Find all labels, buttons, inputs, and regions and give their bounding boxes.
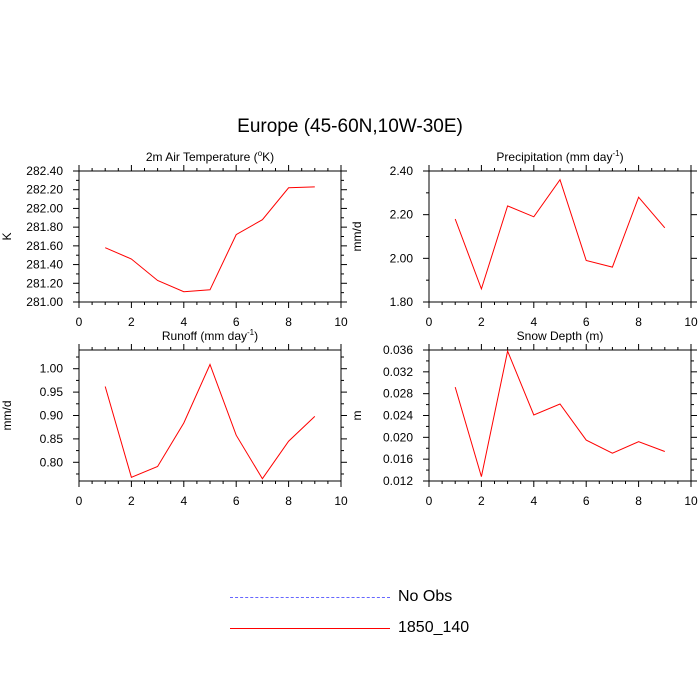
x-tick-label: 2: [478, 315, 485, 329]
y-axis-label: mm/d: [0, 401, 14, 431]
x-tick-label: 8: [635, 315, 642, 329]
x-tick-label: 0: [426, 494, 433, 508]
panel-title-superscript: o: [258, 149, 263, 158]
x-tick-label: 10: [684, 315, 698, 329]
chart-panel-precipitation: 0 2 4 6 8 10 1.80 2.00 2.20 2.40 Precipitation (mm…: [350, 149, 698, 329]
panel-title: Precipitation (mm day-1): [496, 149, 623, 164]
x-tick-label: 8: [285, 315, 292, 329]
x-tick-label: 8: [635, 494, 642, 508]
legend-label-no-obs: No Obs: [398, 588, 453, 605]
y-tick-label: 0.024: [383, 409, 413, 423]
x-tick-label: 0: [76, 494, 83, 508]
chart-panel-runoff: 0 2 4 6 8 10 0.80 0.85 0.90 0.95 1.00 Runoff (mm da…: [0, 328, 348, 508]
y-tick-label: 282.40: [26, 164, 63, 178]
legend-line-1850-140: [230, 628, 390, 629]
y-tick-label: 281.20: [26, 276, 63, 290]
x-tick-label: 2: [128, 315, 135, 329]
x-tick-label: 0: [426, 315, 433, 329]
panel-title-superscript: -1: [612, 149, 620, 158]
y-tick-label: 2.40: [390, 164, 414, 178]
plot-frame: [78, 349, 342, 482]
panel-title: Runoff (mm day-1): [162, 328, 258, 343]
legend-label-1850-140: 1850_140: [398, 619, 470, 636]
y-tick-label: 0.032: [383, 365, 413, 379]
x-tick-label: 6: [583, 315, 590, 329]
x-tick-label: 2: [478, 494, 485, 508]
y-tick-label: 1.80: [390, 295, 414, 309]
y-tick-label: 0.90: [40, 409, 64, 423]
x-tick-label: 4: [530, 315, 537, 329]
y-axis-label: m: [350, 411, 364, 421]
panel-title-tail: K): [262, 150, 274, 164]
y-tick-label: 281.60: [26, 239, 63, 253]
y-tick-label: 1.00: [40, 362, 64, 376]
legend-line-no-obs: [230, 597, 390, 598]
y-tick-label: 0.036: [383, 343, 413, 357]
plot-frame: [428, 170, 692, 303]
chart-panel-air-temperature: 0 2 4 6 8 10 281.00 281.20 281.40 281.60 281.80 282…: [0, 149, 348, 329]
panel-title-text: Runoff (mm day: [162, 329, 247, 343]
y-axis-label: mm/d: [350, 222, 364, 252]
y-tick-label: 281.80: [26, 220, 63, 234]
y-tick-label: 0.85: [40, 432, 64, 446]
y-tick-label: 0.95: [40, 385, 64, 399]
x-tick-label: 4: [180, 315, 187, 329]
page-title: Europe (45-60N,10W-30E): [237, 116, 463, 137]
panel-title-text: Precipitation (mm day: [496, 150, 612, 164]
x-tick-label: 10: [334, 315, 348, 329]
x-tick-label: 6: [233, 494, 240, 508]
y-tick-label: 0.028: [383, 387, 413, 401]
x-tick-label: 4: [180, 494, 187, 508]
legend-item-1850-140: 1850_140: [230, 618, 530, 638]
series-line-snow-depth: [454, 349, 665, 477]
y-axis-label: K: [0, 232, 14, 240]
y-tick-label: 282.20: [26, 183, 63, 197]
panel-title-tail: ): [254, 329, 258, 343]
panel-title-superscript: -1: [247, 328, 255, 337]
y-tick-label: 0.80: [40, 455, 64, 469]
y-tick-label: 0.020: [383, 430, 413, 444]
series-line-air-temperature: [105, 186, 315, 293]
plot-frame: [428, 349, 692, 482]
y-tick-label: 281.00: [26, 295, 63, 309]
panel-title-tail: ): [620, 150, 624, 164]
y-tick-label: 281.40: [26, 258, 63, 272]
x-tick-label: 6: [583, 494, 590, 508]
legend-item-no-obs: No Obs: [230, 587, 530, 607]
x-tick-label: 4: [530, 494, 537, 508]
panel-title: Snow Depth (m): [517, 329, 604, 343]
y-tick-label: 2.20: [390, 208, 414, 222]
x-tick-label: 0: [76, 315, 83, 329]
plot-frame: [78, 170, 342, 303]
y-tick-label: 0.016: [383, 452, 413, 466]
series-line-precipitation: [454, 178, 666, 291]
panel-title: 2m Air Temperature (oK): [146, 149, 274, 164]
series-line-runoff: [104, 363, 316, 480]
y-tick-label: 282.00: [26, 201, 63, 215]
x-tick-label: 2: [128, 494, 135, 508]
panel-title-text: 2m Air Temperature (: [146, 150, 258, 164]
panel-title-text: Snow Depth (m): [517, 329, 604, 343]
x-tick-label: 8: [285, 494, 292, 508]
x-tick-label: 6: [233, 315, 240, 329]
y-tick-label: 0.012: [383, 474, 413, 488]
chart-panel-snow-depth: 0 2 4 6 8 10 0.012 0.016 0.020 0.024 0.028 0.032 0.0…: [350, 329, 698, 508]
x-tick-label: 10: [684, 494, 698, 508]
x-tick-label: 10: [334, 494, 348, 508]
y-tick-label: 2.00: [390, 251, 414, 265]
